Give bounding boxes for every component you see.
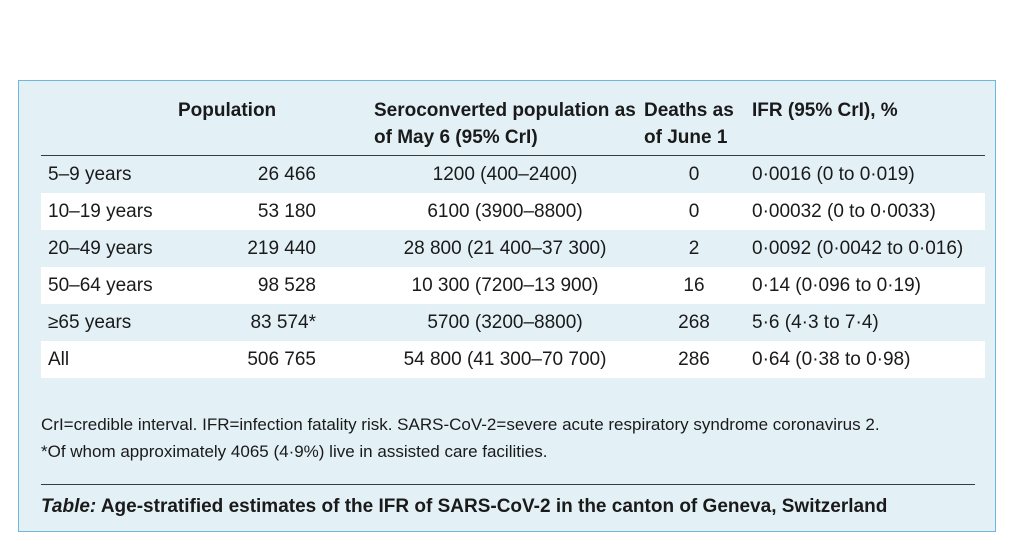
header-seroconverted: Seroconverted population as of May 6 (95… bbox=[370, 91, 640, 156]
cell-population: 53 180 bbox=[174, 193, 370, 230]
cell-seroconverted: 54 800 (41 300–70 700) bbox=[370, 341, 640, 378]
caption-divider bbox=[41, 484, 975, 485]
cell-age-group: 5–9 years bbox=[48, 163, 132, 185]
table-row: 50–64 years 98 528 10 300 (7200–13 900) … bbox=[41, 267, 985, 304]
cell-population: 26 466 bbox=[257, 163, 316, 185]
cell-population: 83 574* bbox=[250, 311, 316, 333]
cell-deaths: 286 bbox=[640, 341, 748, 378]
cell-deaths: 16 bbox=[640, 267, 748, 304]
cell-age-group: 50–64 years bbox=[41, 267, 174, 304]
cell-age-group: 10–19 years bbox=[41, 193, 174, 230]
header-deaths: Deaths as of June 1 bbox=[640, 91, 748, 156]
caption-lead: Table: bbox=[41, 496, 97, 517]
caption-text: Age-stratified estimates of the IFR of S… bbox=[96, 496, 888, 517]
header-ifr: IFR (95% CrI), % bbox=[748, 91, 985, 156]
table-row: ≥65 years 83 574* 5700 (3200–8800) 268 5… bbox=[41, 304, 985, 341]
table-caption: Table: Age-stratified estimates of the I… bbox=[41, 493, 985, 521]
ifr-table: Population Seroconverted population as o… bbox=[41, 91, 985, 378]
cell-seroconverted: 10 300 (7200–13 900) bbox=[370, 267, 640, 304]
cell-seroconverted: 28 800 (21 400–37 300) bbox=[403, 237, 607, 259]
cell-age-group: ≥65 years bbox=[48, 311, 132, 333]
table-row: 20–49 years 219 440 28 800 (21 400–37 30… bbox=[41, 230, 985, 267]
cell-population: 506 765 bbox=[174, 341, 370, 378]
cell-population: 219 440 bbox=[247, 237, 316, 259]
cell-deaths: 0 bbox=[688, 163, 700, 185]
table-row: All 506 765 54 800 (41 300–70 700) 286 0… bbox=[41, 341, 985, 378]
table-header-row: Population Seroconverted population as o… bbox=[41, 91, 985, 156]
table-footnote: CrI=credible interval. IFR=infection fat… bbox=[41, 411, 985, 465]
cell-ifr: 0·0092 (0·0042 to 0·016) bbox=[752, 237, 964, 259]
cell-seroconverted: 6100 (3900–8800) bbox=[370, 193, 640, 230]
cell-ifr: 0·14 (0·096 to 0·19) bbox=[748, 267, 985, 304]
cell-ifr: 0·00032 (0 to 0·0033) bbox=[748, 193, 985, 230]
table-panel: Population Seroconverted population as o… bbox=[18, 80, 996, 532]
header-age-group bbox=[41, 91, 174, 156]
cell-age-group: 20–49 years bbox=[48, 237, 153, 259]
table-row: 5–9 years 26 466 1200 (400–2400) 0 0·001… bbox=[41, 156, 985, 194]
footnote-abbreviations: CrI=credible interval. IFR=infection fat… bbox=[41, 415, 880, 434]
cell-deaths: 0 bbox=[640, 193, 748, 230]
header-population: Population bbox=[174, 91, 370, 156]
cell-age-group: All bbox=[41, 341, 174, 378]
cell-ifr: 5·6 (4·3 to 7·4) bbox=[752, 311, 879, 333]
footnote-asterisk: *Of whom approximately 4065 (4·9%) live … bbox=[41, 442, 548, 461]
cell-ifr: 0·0016 (0 to 0·019) bbox=[752, 163, 915, 185]
cell-deaths: 268 bbox=[678, 311, 710, 333]
cell-deaths: 2 bbox=[688, 237, 700, 259]
cell-seroconverted: 5700 (3200–8800) bbox=[427, 311, 583, 333]
cell-seroconverted: 1200 (400–2400) bbox=[432, 163, 578, 185]
cell-ifr: 0·64 (0·38 to 0·98) bbox=[748, 341, 985, 378]
cell-population: 98 528 bbox=[174, 267, 370, 304]
table-row: 10–19 years 53 180 6100 (3900–8800) 0 0·… bbox=[41, 193, 985, 230]
